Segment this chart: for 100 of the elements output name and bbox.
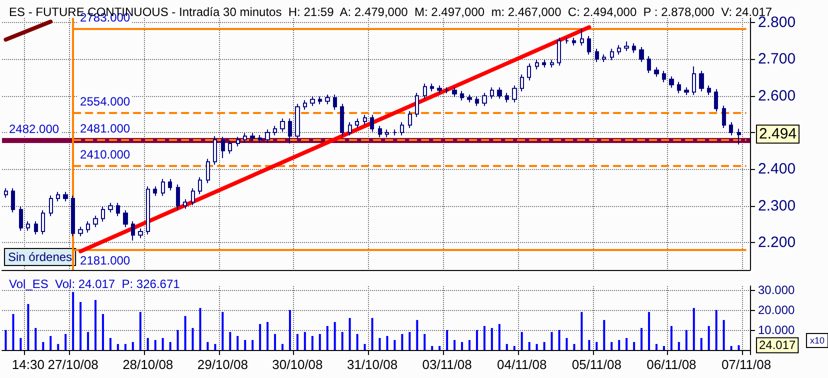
candlestick (355, 118, 359, 129)
candlestick (707, 84, 711, 96)
candlestick (108, 202, 113, 213)
bar (662, 346, 665, 350)
candlestick (370, 114, 374, 132)
bar (715, 310, 718, 350)
candlestick (497, 86, 502, 100)
candlestick (624, 40, 629, 52)
candlestick (93, 215, 98, 228)
ref-line-label: 2410.000 (80, 147, 130, 162)
candlestick (280, 118, 285, 132)
bar (184, 316, 186, 350)
candlestick (557, 37, 561, 66)
bar (633, 342, 636, 350)
bar (244, 340, 246, 350)
candlestick (430, 83, 434, 92)
candlestick (729, 122, 733, 136)
candlestick (550, 59, 554, 68)
bar (116, 344, 119, 350)
candlestick (78, 226, 83, 237)
candlestick (295, 103, 300, 140)
bar (550, 332, 553, 350)
candlestick (520, 74, 524, 92)
bar (4, 330, 7, 350)
bar (468, 340, 470, 350)
candlestick (452, 86, 457, 98)
chart-title: Vol_ES Vol: 24.017 P: 326.671 (9, 277, 180, 291)
x-tick-label: 03/11/08 (422, 357, 472, 372)
candlestick (183, 198, 187, 210)
candlestick (273, 125, 277, 136)
bar (64, 334, 67, 350)
candlestick (385, 129, 389, 138)
text: x10 (810, 336, 825, 346)
candlestick (647, 56, 651, 74)
candlestick (610, 48, 614, 61)
ref-line-label: 2481.000 (80, 121, 130, 136)
x-tick-label: 06/11/08 (646, 357, 696, 372)
candlestick (153, 186, 157, 196)
candlestick (318, 96, 322, 105)
candlestick (460, 90, 464, 102)
bar (573, 344, 576, 350)
candlestick (527, 62, 531, 81)
bar (229, 332, 232, 350)
candlestick (26, 220, 30, 232)
candlestick (580, 28, 584, 46)
bar (543, 342, 546, 350)
candlestick (146, 186, 150, 235)
x-tick-label: 14:30 (12, 357, 44, 372)
candlestick (198, 176, 202, 195)
bar (648, 312, 650, 350)
bar (57, 344, 60, 350)
bar (109, 338, 112, 350)
bar (259, 324, 262, 350)
candlestick (595, 48, 599, 63)
bar (640, 328, 643, 350)
bar (12, 314, 14, 350)
candlestick (400, 122, 404, 136)
bar (288, 310, 291, 350)
bar (580, 312, 583, 350)
candlestick (303, 100, 307, 110)
bar (446, 330, 448, 350)
candlestick (602, 54, 606, 63)
bar (341, 332, 344, 350)
bar (506, 344, 508, 350)
candlestick (542, 59, 546, 68)
candlestick (669, 76, 674, 88)
bar (722, 320, 725, 350)
y-tick-label: 2.200 (758, 234, 796, 251)
candlestick (265, 129, 270, 144)
bar (528, 342, 530, 350)
bar (124, 344, 126, 350)
bar (364, 344, 366, 350)
bar (618, 340, 620, 350)
y-tick-label: 2.700 (758, 50, 796, 68)
bar (356, 334, 358, 350)
candlestick (333, 94, 337, 110)
bar (603, 320, 606, 350)
candlestick (437, 84, 442, 94)
candlestick (340, 103, 344, 137)
bar (610, 342, 613, 350)
bar (498, 324, 500, 350)
bar (214, 344, 216, 350)
candlestick (737, 128, 741, 146)
candlestick (587, 35, 591, 56)
candlestick (228, 140, 232, 154)
bar (476, 330, 478, 350)
candlestick (11, 188, 15, 213)
x-tick-label: 30/10/08 (272, 357, 323, 372)
bar (236, 336, 239, 350)
bar (42, 342, 44, 350)
candlestick (415, 92, 419, 118)
candlestick (213, 136, 217, 166)
bar (596, 342, 598, 350)
candlestick (161, 178, 165, 196)
bar (146, 338, 149, 350)
bar (199, 308, 202, 350)
bar (394, 340, 396, 350)
ref-line-label: 2482.000 (9, 122, 60, 136)
candlestick (348, 122, 352, 136)
y-tick-label: 2.600 (758, 87, 796, 104)
